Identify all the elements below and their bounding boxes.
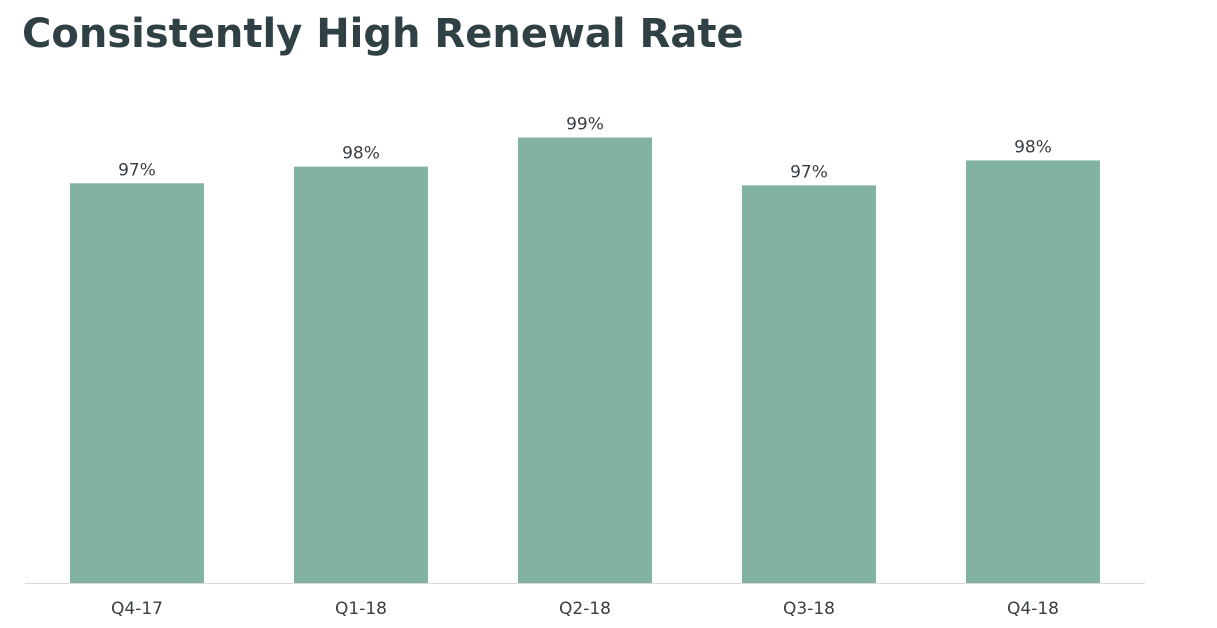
- x-tick-label-q3-18: Q3-18: [783, 599, 835, 619]
- data-label-q1-18: 98%: [342, 144, 380, 164]
- data-labels-layer: 97% 98% 99% 97% 98%: [118, 114, 1052, 182]
- x-tick-label-q4-18: Q4-18: [1007, 599, 1059, 619]
- bar-q3-18: [742, 185, 876, 583]
- data-label-q4-18: 98%: [1014, 137, 1052, 157]
- data-label-q3-18: 97%: [790, 162, 828, 182]
- x-tick-labels-layer: Q4-17 Q1-18 Q2-18 Q3-18 Q4-18: [111, 599, 1059, 619]
- data-label-q4-17: 97%: [118, 160, 156, 180]
- x-tick-label-q4-17: Q4-17: [111, 599, 163, 619]
- bar-q2-18: [518, 137, 652, 583]
- data-label-q2-18: 99%: [566, 114, 604, 134]
- x-tick-label-q2-18: Q2-18: [559, 599, 611, 619]
- bar-q4-17: [70, 183, 204, 584]
- bar-q1-18: [294, 166, 428, 584]
- chart-title: Consistently High Renewal Rate: [22, 11, 744, 57]
- bars-layer: [70, 137, 1100, 584]
- x-tick-label-q1-18: Q1-18: [335, 599, 387, 619]
- bar-q4-18: [966, 160, 1100, 583]
